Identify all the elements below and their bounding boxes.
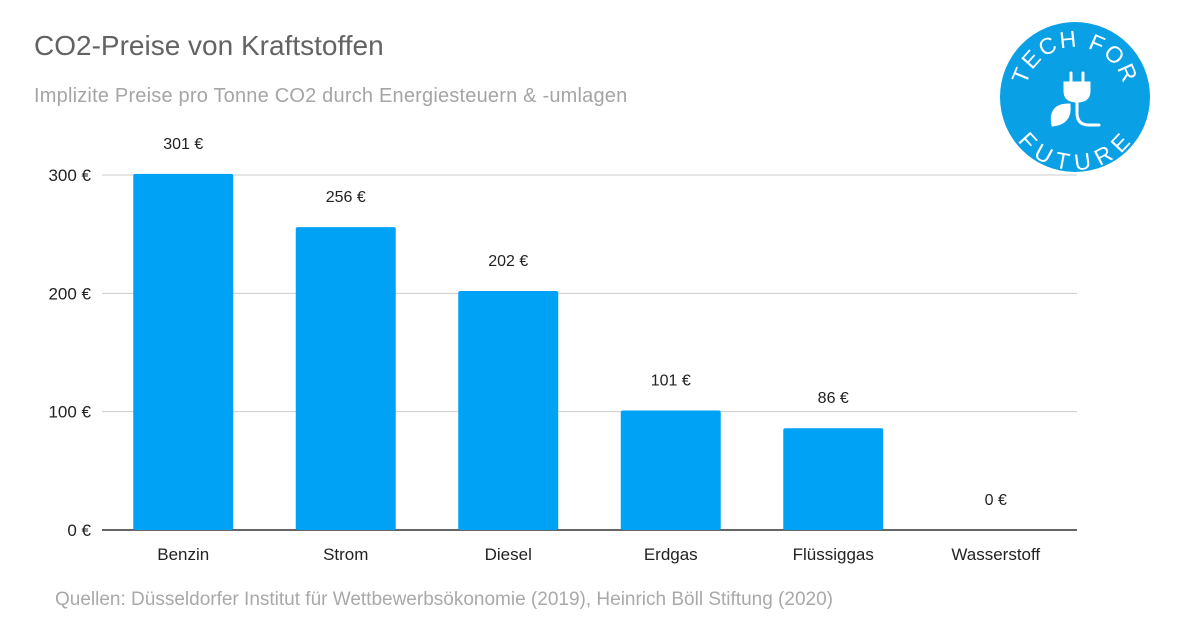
bar [620,410,721,530]
source-note: Quellen: Düsseldorfer Institut für Wettb… [55,589,833,610]
y-axis: 0 € 100 € 200 € 300 € [48,166,91,540]
y-tick-label: 0 € [67,521,91,540]
tech-for-future-logo: TECH FOR FUTURE [1000,22,1150,173]
chart-subtitle: Implizite Preise pro Tonne CO2 durch Ene… [34,85,628,107]
x-tick-label: Erdgas [644,545,698,564]
plug-leaf-icon [1050,71,1101,127]
data-label: 86 € [818,390,849,407]
data-label: 256 € [326,189,366,206]
data-label: 0 € [985,492,1007,509]
y-tick-label: 100 € [48,403,91,422]
x-tick-label: Diesel [485,545,532,564]
bars [133,173,884,531]
bar [295,227,396,531]
chart-title: CO2-Preise von Kraftstoffen [34,30,384,61]
bar [458,290,559,530]
x-tick-label: Strom [323,545,368,564]
data-labels: 301 € 256 € 202 € 101 € 86 € 0 € [163,136,1007,509]
data-label: 202 € [488,253,528,270]
data-label: 101 € [651,372,691,389]
bar [133,173,234,531]
data-label: 301 € [163,136,203,153]
y-tick-label: 300 € [48,166,91,185]
x-tick-label: Benzin [157,545,209,564]
x-axis: Benzin Strom Diesel Erdgas Flüssiggas Wassers… [157,545,1040,564]
y-tick-label: 200 € [48,284,91,303]
x-tick-label: Wasserstoff [951,545,1040,564]
gridlines [102,174,1077,531]
bar [783,428,884,530]
x-tick-label: Flüssiggas [793,545,874,564]
